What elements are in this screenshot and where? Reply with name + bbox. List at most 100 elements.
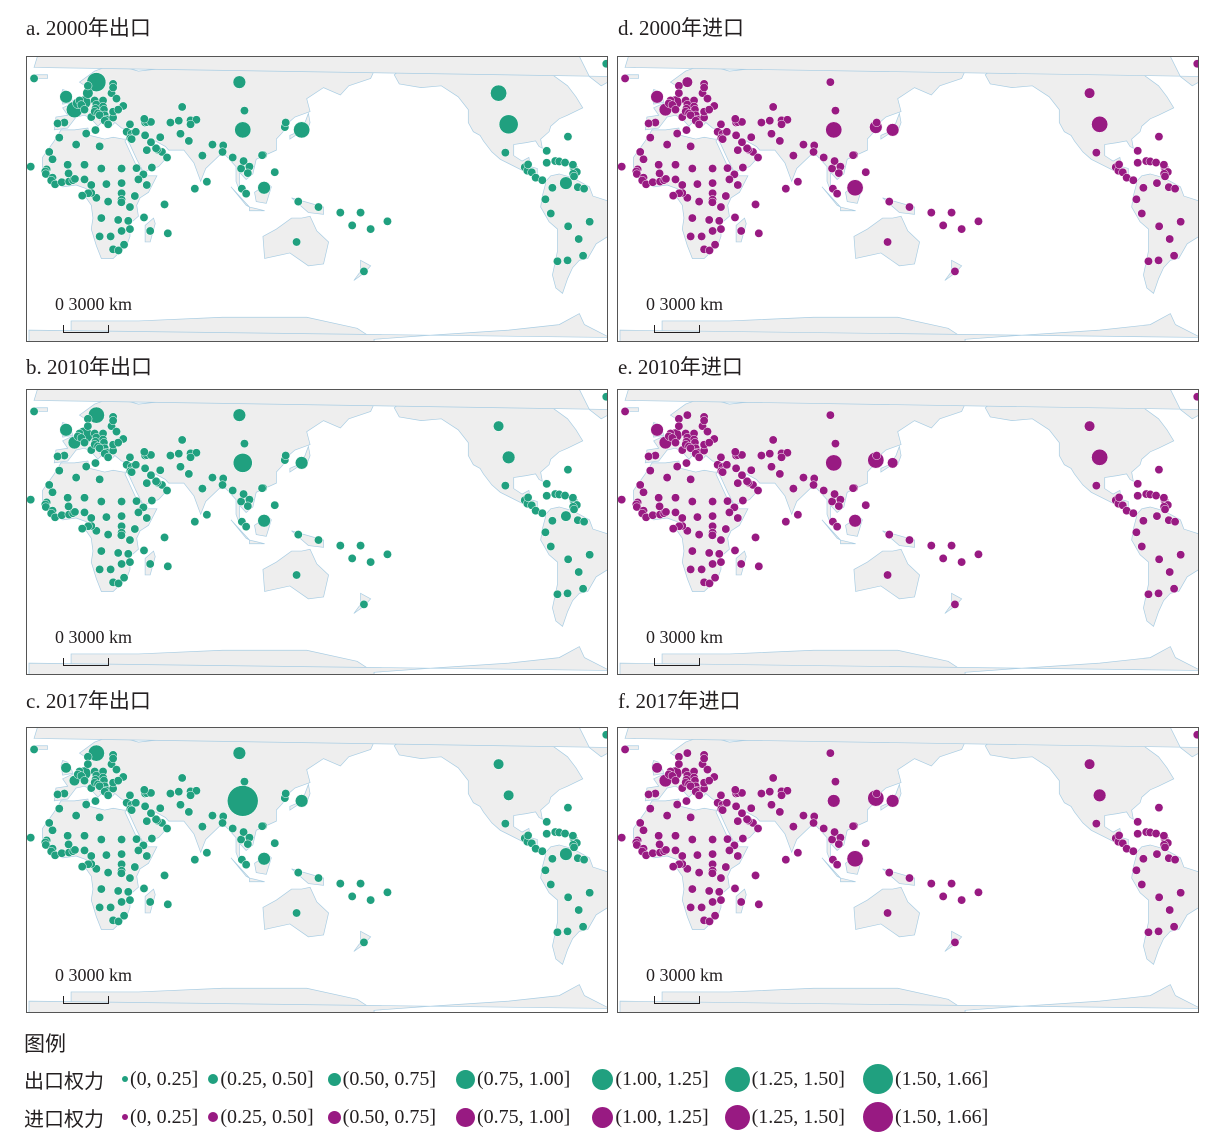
country-point: [1165, 905, 1175, 915]
country-point: [721, 524, 731, 534]
country-point: [687, 884, 697, 894]
country-point: [117, 178, 127, 188]
land-polygon: [393, 396, 607, 627]
country-point: [59, 423, 73, 437]
country-point: [140, 463, 150, 473]
country-point: [162, 824, 172, 833]
country-point: [112, 765, 121, 775]
country-point: [708, 497, 718, 506]
country-point: [232, 453, 253, 473]
country-point: [765, 116, 775, 126]
country-point: [671, 493, 680, 503]
country-point: [293, 197, 303, 207]
country-point: [293, 530, 303, 540]
country-point: [1176, 217, 1186, 227]
country-point: [96, 213, 106, 223]
country-point: [81, 462, 91, 471]
country-point: [716, 557, 726, 567]
country-point: [1137, 542, 1147, 551]
country-point: [788, 151, 798, 161]
country-point: [95, 565, 105, 574]
country-point: [883, 908, 893, 918]
country-point: [662, 811, 672, 821]
legend-item: (0, 0.25]: [122, 1106, 198, 1129]
country-point: [146, 470, 156, 480]
country-point: [733, 816, 743, 826]
land-polygon: [840, 877, 856, 883]
country-point: [174, 116, 184, 126]
country-point: [64, 839, 73, 849]
country-point: [165, 118, 175, 127]
country-point: [184, 136, 194, 146]
country-point: [63, 160, 73, 170]
country-point: [270, 167, 280, 177]
country-point: [692, 850, 702, 860]
country-point: [44, 147, 54, 157]
country-point: [142, 180, 152, 190]
country-point: [101, 512, 111, 522]
country-point: [1138, 516, 1148, 526]
country-point: [1131, 527, 1141, 537]
country-point: [117, 164, 127, 173]
country-point: [754, 228, 764, 238]
country-point: [54, 466, 64, 476]
country-point: [645, 466, 655, 476]
country-point: [579, 184, 589, 194]
country-point: [1151, 491, 1161, 500]
legend-class-label: (0.75, 1.00]: [476, 1067, 571, 1090]
country-point: [53, 790, 63, 799]
country-point: [883, 237, 893, 247]
country-point: [620, 745, 630, 754]
country-point: [91, 125, 100, 135]
country-point: [366, 224, 376, 234]
country-point: [95, 474, 105, 484]
country-point: [699, 754, 709, 764]
country-point: [721, 191, 731, 201]
country-point: [751, 871, 760, 880]
country-point: [668, 524, 678, 534]
country-point: [781, 517, 791, 527]
country-point: [830, 489, 839, 499]
country-point: [103, 868, 113, 878]
country-point: [707, 868, 717, 878]
country-point: [768, 435, 778, 445]
country-point: [546, 542, 556, 551]
country-point: [44, 818, 54, 828]
country-point: [950, 266, 960, 276]
country-point: [825, 748, 835, 758]
country-point: [568, 493, 578, 503]
country-point: [926, 541, 936, 551]
country-point: [359, 599, 369, 609]
country-point: [730, 884, 740, 893]
country-point: [563, 255, 572, 265]
country-point: [620, 74, 630, 83]
country-point: [1138, 854, 1148, 864]
country-point: [383, 887, 392, 897]
country-point: [578, 922, 588, 932]
land-polygon: [33, 390, 607, 420]
country-point: [809, 818, 818, 828]
country-point: [781, 855, 791, 865]
country-point: [292, 570, 302, 580]
country-point: [197, 151, 207, 161]
country-point: [674, 81, 684, 91]
country-point: [95, 812, 105, 822]
country-point: [240, 106, 249, 116]
country-point: [119, 240, 129, 250]
country-point: [500, 819, 510, 829]
country-point: [705, 917, 714, 926]
country-point: [884, 868, 894, 878]
country-point: [1151, 829, 1161, 838]
country-point: [718, 805, 728, 815]
legend-circle-icon: [327, 1072, 341, 1086]
country-points: [618, 392, 1198, 609]
country-point: [96, 546, 106, 556]
legend-item: (0.75, 1.00]: [455, 1067, 571, 1091]
country-point: [314, 535, 323, 545]
country-point: [293, 121, 311, 139]
scale-bar: [654, 658, 700, 666]
country-point: [651, 762, 663, 774]
country-point: [71, 140, 81, 150]
country-point: [704, 105, 714, 115]
country-point: [186, 452, 195, 462]
